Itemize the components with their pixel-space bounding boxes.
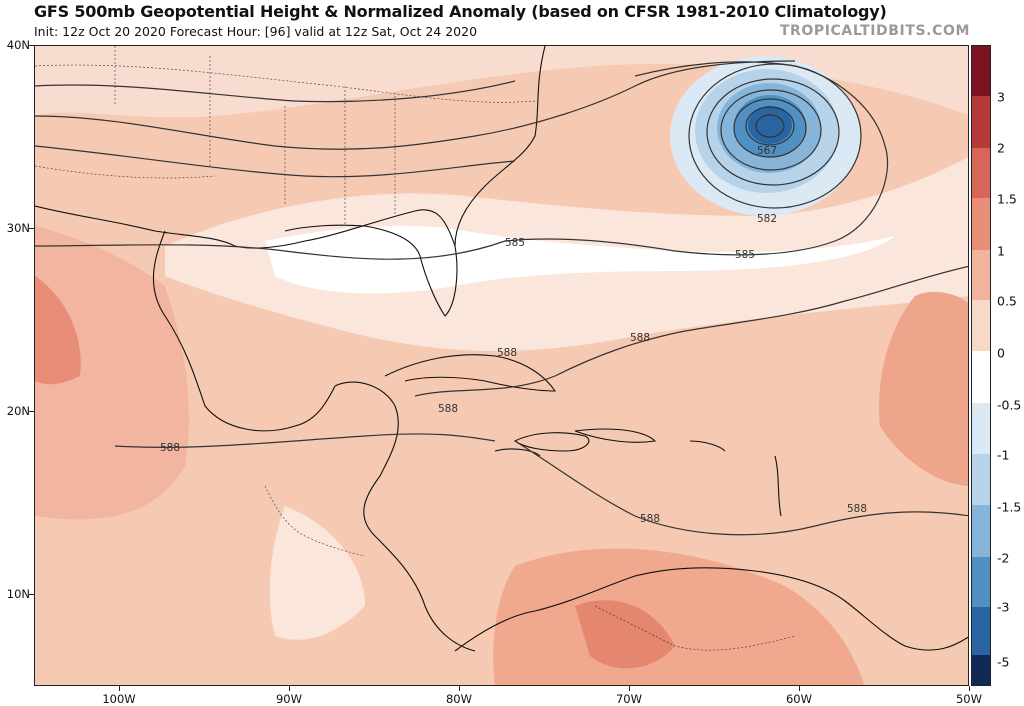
lat-tick <box>29 594 34 595</box>
lon-tick <box>969 686 970 691</box>
contour-label-585-east: 585 <box>735 249 755 261</box>
lon-label-70w: 70W <box>615 692 643 706</box>
colorbar-segment <box>972 148 990 198</box>
colorbar <box>971 45 991 686</box>
lat-tick <box>29 228 34 229</box>
lon-tick <box>629 686 630 691</box>
anomaly-neutral-band <box>265 225 895 294</box>
contour-label-582: 582 <box>757 213 777 225</box>
anomaly-andes <box>575 600 675 669</box>
lon-label-60w: 60W <box>785 692 813 706</box>
lat-label-40n: 40N <box>6 38 30 52</box>
colorbar-segment <box>972 351 990 403</box>
map-panel: 567 582 585 585 588 588 588 588 588 588 <box>34 45 969 686</box>
colorbar-segment <box>972 655 990 685</box>
contour-label-588-bahamas: 588 <box>497 347 517 359</box>
contour-label-588-atlantic: 588 <box>630 332 650 344</box>
colorbar-segment <box>972 505 990 557</box>
colorbar-segment <box>972 557 990 607</box>
colorbar-segment <box>972 403 990 454</box>
anomaly-map: 567 582 585 585 588 588 588 588 588 588 <box>35 46 968 685</box>
colorbar-segment <box>972 607 990 655</box>
anomaly-pacific-light <box>269 506 365 640</box>
lon-tick <box>459 686 460 691</box>
anomaly-mexico <box>35 226 189 520</box>
colorbar-label: 0.5 <box>997 293 1017 309</box>
colorbar-segment <box>972 250 990 300</box>
colorbar-label: -0.5 <box>997 397 1022 413</box>
lon-tick <box>799 686 800 691</box>
map-subtitle: Init: 12z Oct 20 2020 Forecast Hour: [96… <box>34 24 478 39</box>
lon-label-100w: 100W <box>102 692 136 706</box>
contour-label-588-east: 588 <box>847 503 867 515</box>
anomaly-atlantic-warm <box>879 291 968 486</box>
colorbar-label: -1 <box>997 447 1010 463</box>
political-borders <box>35 46 796 651</box>
lat-label-30n: 30N <box>6 221 30 235</box>
contour-label-585-west: 585 <box>505 237 525 249</box>
colorbar-label: 1 <box>997 243 1005 259</box>
lat-tick <box>29 411 34 412</box>
colorbar-label: -3 <box>997 599 1010 615</box>
contour-label-588-cuba: 588 <box>438 403 458 415</box>
contour-label-588-caribbean: 588 <box>640 513 660 525</box>
lon-label-50w: 50W <box>955 692 983 706</box>
lon-tick <box>289 686 290 691</box>
colorbar-label: -1.5 <box>997 499 1022 515</box>
lat-tick <box>29 45 34 46</box>
height-contours <box>35 60 968 536</box>
colorbar-label: 3 <box>997 89 1005 105</box>
colorbar-segment <box>972 300 990 351</box>
colorbar-label: -2 <box>997 550 1010 566</box>
anomaly-low-3 <box>748 106 792 144</box>
colorbar-segment <box>972 46 990 96</box>
colorbar-label: -5 <box>997 654 1010 670</box>
lon-tick <box>119 686 120 691</box>
lon-label-80w: 80W <box>445 692 473 706</box>
colorbar-segment <box>972 198 990 250</box>
contour-label-567: 567 <box>757 145 777 157</box>
anomaly-south-america <box>493 548 865 685</box>
map-title: GFS 500mb Geopotential Height & Normaliz… <box>34 2 887 21</box>
lat-label-20n: 20N <box>6 404 30 418</box>
colorbar-label: 2 <box>997 140 1005 156</box>
brand-watermark: TROPICALTIDBITS.COM <box>779 23 970 39</box>
colorbar-segment <box>972 454 990 505</box>
colorbar-label: 1.5 <box>997 191 1017 207</box>
contour-label-588-mexico: 588 <box>160 442 180 454</box>
coastlines <box>35 46 968 652</box>
anomaly-mexico-core <box>35 276 81 385</box>
colorbar-label: 0 <box>997 345 1005 361</box>
lon-label-90w: 90W <box>275 692 303 706</box>
colorbar-segment <box>972 96 990 148</box>
lat-label-10n: 10N <box>6 587 30 601</box>
